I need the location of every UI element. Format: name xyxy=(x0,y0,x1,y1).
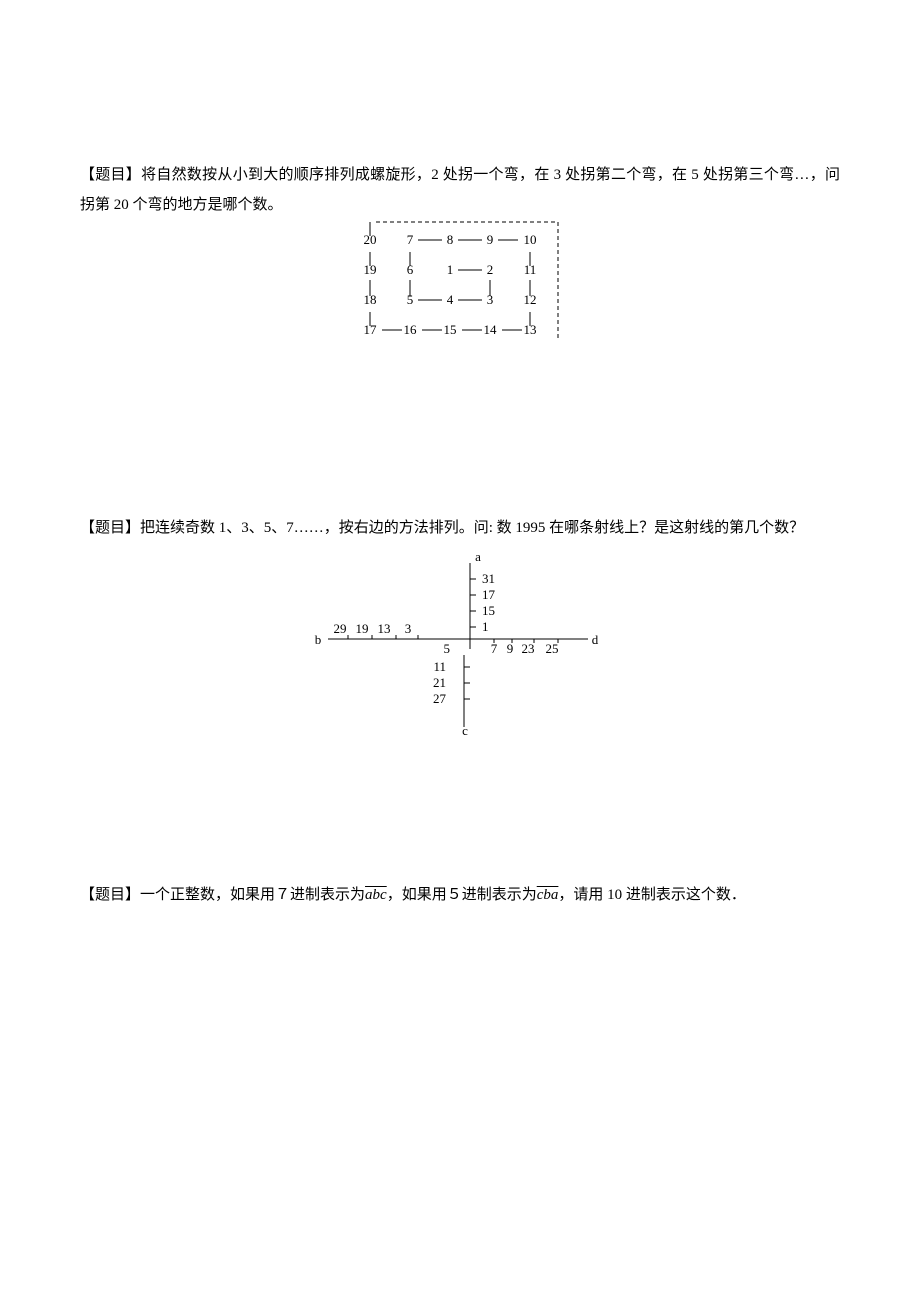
svg-text:13: 13 xyxy=(378,621,391,636)
svg-text:1: 1 xyxy=(447,262,454,277)
problem-2-body: 把连续奇数 1、3、5、7……，按右边的方法排列。问: 数 1995 在哪条射线… xyxy=(140,520,804,536)
svg-text:7: 7 xyxy=(407,232,414,247)
svg-text:3: 3 xyxy=(487,292,494,307)
svg-text:12: 12 xyxy=(524,292,537,307)
svg-text:29: 29 xyxy=(334,621,347,636)
svg-text:5: 5 xyxy=(444,641,451,656)
spiral-diagram: 1234567891011121314151617181920 xyxy=(80,212,840,383)
rays-svg: a b c d 3117151 29 19 13 3 5 79 23 25 112127 xyxy=(300,549,620,739)
problem-3-var2: cba xyxy=(537,887,559,903)
svg-text:14: 14 xyxy=(484,322,498,337)
svg-text:31: 31 xyxy=(482,571,495,586)
page: 【题目】将自然数按从小到大的顺序排列成螺旋形，2 处拐一个弯，在 3 处拐第二个… xyxy=(0,0,920,1290)
svg-text:15: 15 xyxy=(482,603,495,618)
svg-text:23: 23 xyxy=(522,641,535,656)
svg-text:2: 2 xyxy=(487,262,494,277)
problem-3: 【题目】一个正整数，如果用７进制表示为abc，如果用５进制表示为cba，请用 1… xyxy=(80,880,840,910)
svg-text:20: 20 xyxy=(364,232,377,247)
svg-text:13: 13 xyxy=(524,322,537,337)
svg-text:10: 10 xyxy=(524,232,537,247)
svg-text:21: 21 xyxy=(433,675,446,690)
spiral-svg: 1234567891011121314151617181920 xyxy=(330,212,590,372)
svg-text:19: 19 xyxy=(356,621,369,636)
problem-2: 【题目】把连续奇数 1、3、5、7……，按右边的方法排列。问: 数 1995 在… xyxy=(80,513,840,750)
problem-1-body: 将自然数按从小到大的顺序排列成螺旋形，2 处拐一个弯，在 3 处拐第二个弯，在 … xyxy=(80,167,840,213)
svg-text:15: 15 xyxy=(444,322,457,337)
svg-text:11: 11 xyxy=(524,262,537,277)
svg-text:9: 9 xyxy=(507,641,514,656)
problem-1-label: 【题目】 xyxy=(80,167,141,183)
svg-text:1: 1 xyxy=(482,619,489,634)
svg-text:16: 16 xyxy=(404,322,418,337)
problem-2-label: 【题目】 xyxy=(80,520,140,536)
svg-text:3: 3 xyxy=(405,621,412,636)
problem-1-text: 【题目】将自然数按从小到大的顺序排列成螺旋形，2 处拐一个弯，在 3 处拐第二个… xyxy=(80,160,840,220)
svg-text:c: c xyxy=(462,723,468,738)
svg-text:6: 6 xyxy=(407,262,414,277)
problem-3-suffix: ，请用 10 进制表示这个数． xyxy=(558,887,746,903)
svg-text:7: 7 xyxy=(491,641,498,656)
svg-text:17: 17 xyxy=(364,322,378,337)
svg-text:25: 25 xyxy=(546,641,559,656)
svg-text:27: 27 xyxy=(433,691,447,706)
svg-text:b: b xyxy=(315,632,322,647)
problem-3-var1: abc xyxy=(365,887,387,903)
svg-text:19: 19 xyxy=(364,262,377,277)
svg-text:11: 11 xyxy=(433,659,446,674)
rays-diagram: a b c d 3117151 29 19 13 3 5 79 23 25 112127 xyxy=(80,549,840,750)
problem-3-text: 【题目】一个正整数，如果用７进制表示为abc，如果用５进制表示为cba，请用 1… xyxy=(80,880,840,910)
svg-text:9: 9 xyxy=(487,232,494,247)
svg-text:d: d xyxy=(592,632,599,647)
svg-text:5: 5 xyxy=(407,292,414,307)
svg-text:18: 18 xyxy=(364,292,377,307)
problem-3-label: 【题目】 xyxy=(80,887,140,903)
svg-text:17: 17 xyxy=(482,587,496,602)
problem-3-prefix: 一个正整数，如果用７进制表示为 xyxy=(140,887,365,903)
problem-1: 【题目】将自然数按从小到大的顺序排列成螺旋形，2 处拐一个弯，在 3 处拐第二个… xyxy=(80,160,840,383)
problem-3-mid: ，如果用５进制表示为 xyxy=(387,887,537,903)
svg-text:4: 4 xyxy=(447,292,454,307)
problem-2-text: 【题目】把连续奇数 1、3、5、7……，按右边的方法排列。问: 数 1995 在… xyxy=(80,513,840,543)
svg-text:a: a xyxy=(475,549,481,564)
svg-text:8: 8 xyxy=(447,232,454,247)
